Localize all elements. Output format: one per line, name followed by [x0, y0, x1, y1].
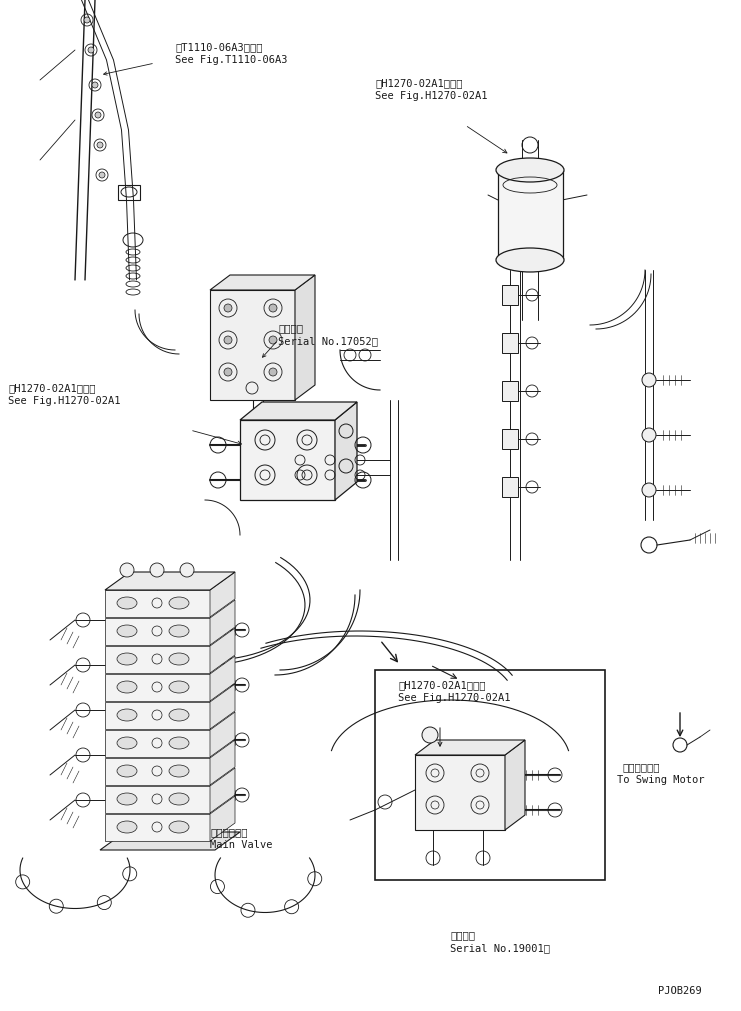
Circle shape: [224, 336, 232, 344]
Polygon shape: [505, 740, 525, 830]
Circle shape: [269, 304, 277, 312]
Ellipse shape: [117, 625, 137, 637]
Circle shape: [224, 304, 232, 312]
Ellipse shape: [169, 598, 189, 609]
Text: 第H1270-02A1図参照: 第H1270-02A1図参照: [8, 383, 96, 393]
Circle shape: [120, 563, 134, 577]
Circle shape: [269, 368, 277, 376]
Polygon shape: [210, 572, 235, 617]
Ellipse shape: [496, 248, 564, 272]
Text: Serial No.17052～: Serial No.17052～: [278, 336, 378, 346]
Polygon shape: [210, 290, 295, 400]
Bar: [502, 381, 518, 401]
Ellipse shape: [169, 737, 189, 749]
Ellipse shape: [117, 821, 137, 833]
Polygon shape: [240, 402, 357, 420]
Polygon shape: [105, 786, 210, 813]
Polygon shape: [210, 600, 235, 645]
Circle shape: [224, 368, 232, 376]
Circle shape: [84, 17, 90, 23]
Bar: [502, 333, 518, 353]
Bar: [118, 185, 140, 200]
Text: 適用号機: 適用号機: [450, 930, 475, 940]
Ellipse shape: [117, 737, 137, 749]
Text: See Fig.H1270-02A1: See Fig.H1270-02A1: [398, 693, 511, 703]
Ellipse shape: [169, 681, 189, 693]
Circle shape: [92, 82, 98, 88]
Ellipse shape: [117, 598, 137, 609]
Polygon shape: [295, 275, 315, 400]
Text: See Fig.H1270-02A1: See Fig.H1270-02A1: [8, 396, 121, 406]
Polygon shape: [105, 618, 210, 645]
Text: See Fig.T1110-06A3: See Fig.T1110-06A3: [175, 55, 288, 65]
Polygon shape: [105, 572, 235, 590]
Polygon shape: [210, 796, 235, 841]
Text: To Swing Motor: To Swing Motor: [617, 775, 705, 785]
Polygon shape: [105, 646, 210, 673]
Polygon shape: [240, 420, 335, 500]
Text: 第H1270-02A1図参照: 第H1270-02A1図参照: [398, 680, 485, 690]
Circle shape: [269, 336, 277, 344]
Ellipse shape: [169, 709, 189, 721]
Bar: [498, 170, 563, 260]
Polygon shape: [105, 758, 210, 785]
Polygon shape: [210, 275, 315, 290]
Ellipse shape: [117, 653, 137, 665]
Circle shape: [642, 483, 656, 497]
Polygon shape: [210, 628, 235, 673]
Text: 第H1270-02A1図参照: 第H1270-02A1図参照: [375, 78, 462, 88]
Ellipse shape: [117, 681, 137, 693]
Text: PJOB269: PJOB269: [658, 986, 702, 996]
Polygon shape: [415, 740, 525, 755]
Polygon shape: [210, 768, 235, 813]
Circle shape: [88, 47, 94, 53]
Circle shape: [642, 373, 656, 387]
Text: Main Valve: Main Valve: [210, 840, 273, 850]
Bar: [375, 670, 605, 880]
Polygon shape: [105, 814, 210, 841]
Ellipse shape: [169, 821, 189, 833]
Circle shape: [95, 112, 101, 118]
Ellipse shape: [169, 625, 189, 637]
Ellipse shape: [169, 793, 189, 805]
Ellipse shape: [169, 653, 189, 665]
Bar: [502, 285, 518, 305]
Circle shape: [642, 428, 656, 442]
Polygon shape: [105, 702, 210, 729]
Polygon shape: [210, 656, 235, 701]
Polygon shape: [210, 712, 235, 757]
Circle shape: [422, 727, 438, 743]
Bar: [502, 429, 518, 449]
Polygon shape: [100, 832, 240, 850]
Polygon shape: [105, 674, 210, 701]
Text: 旗回モータへ: 旗回モータへ: [622, 762, 659, 772]
Ellipse shape: [496, 158, 564, 182]
Text: See Fig.H1270-02A1: See Fig.H1270-02A1: [375, 91, 488, 101]
Polygon shape: [105, 590, 210, 617]
Text: メインバルブ: メインバルブ: [210, 827, 247, 837]
Polygon shape: [335, 402, 357, 500]
Bar: [502, 477, 518, 497]
Ellipse shape: [169, 765, 189, 777]
Ellipse shape: [117, 765, 137, 777]
Ellipse shape: [117, 793, 137, 805]
Text: 適用号機: 適用号機: [278, 323, 303, 333]
Polygon shape: [105, 730, 210, 757]
Circle shape: [97, 142, 103, 148]
Circle shape: [150, 563, 164, 577]
Circle shape: [99, 172, 105, 178]
Polygon shape: [210, 684, 235, 729]
Polygon shape: [415, 755, 505, 830]
Text: 第T1110-06A3図参照: 第T1110-06A3図参照: [175, 42, 262, 52]
Circle shape: [180, 563, 194, 577]
Ellipse shape: [117, 709, 137, 721]
Polygon shape: [210, 740, 235, 785]
Text: Serial No.19001～: Serial No.19001～: [450, 943, 550, 953]
